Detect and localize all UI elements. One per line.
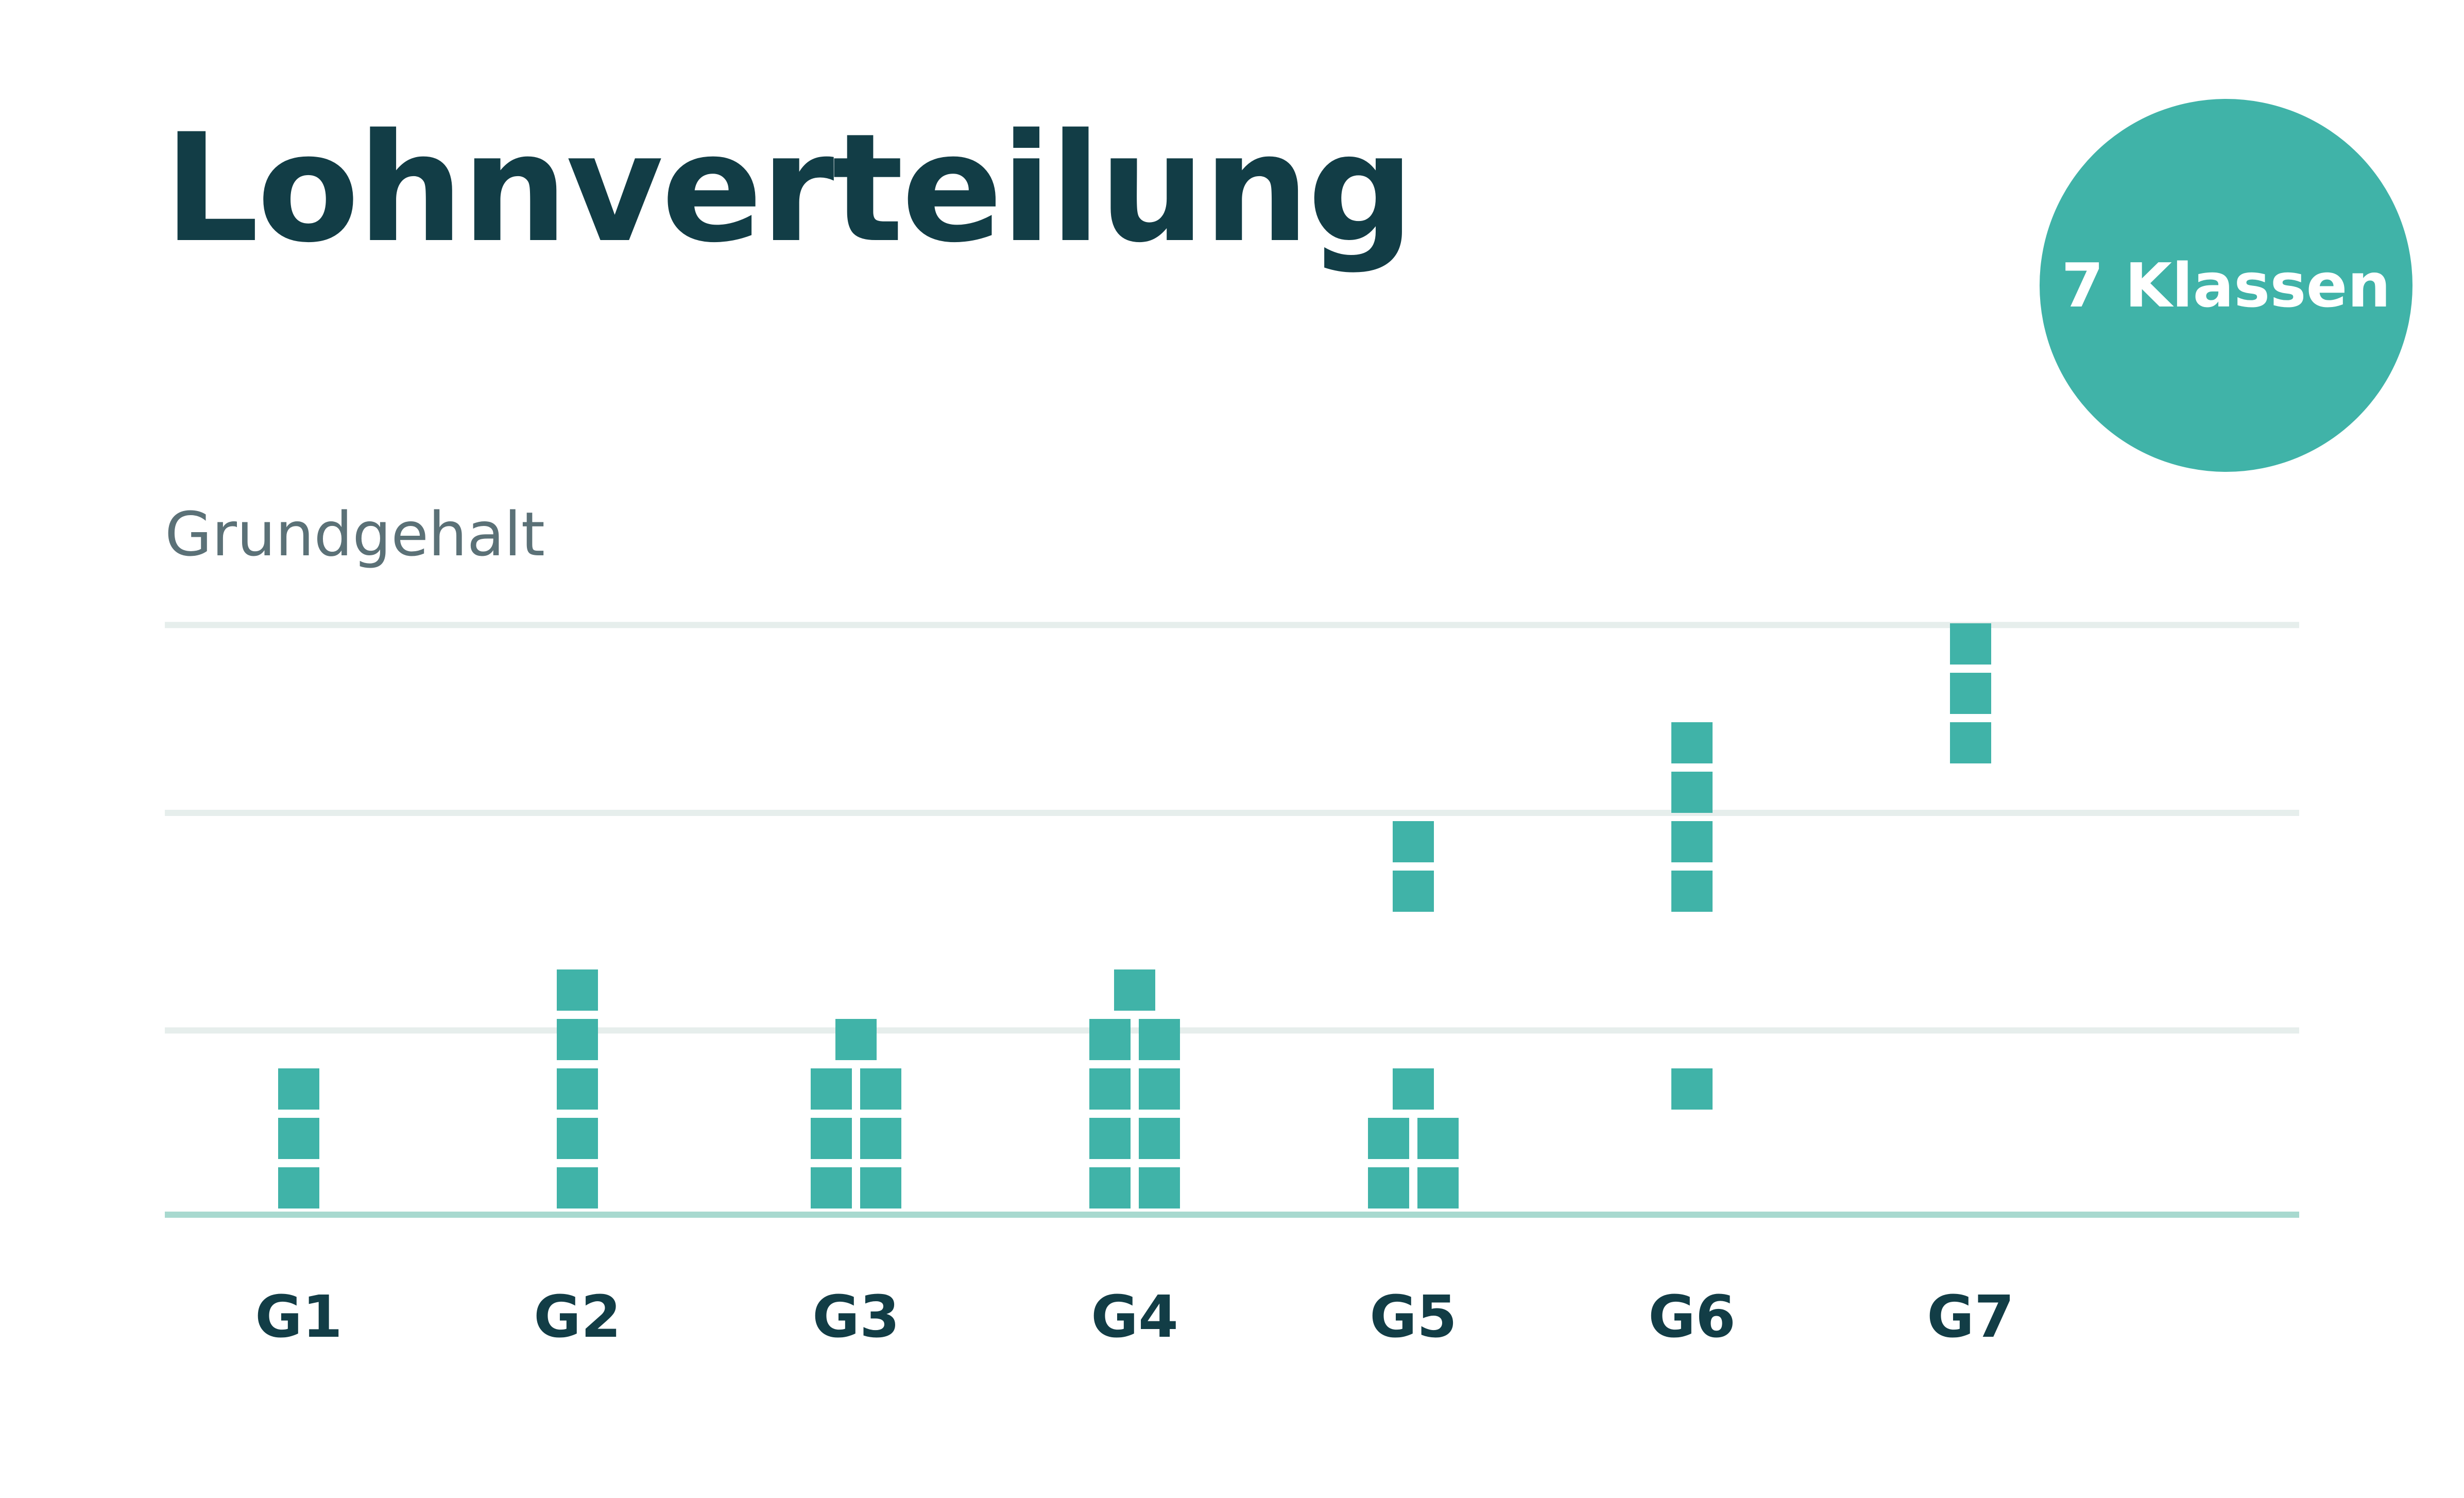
y-axis-label: Grundgehalt (165, 499, 545, 570)
salary-square (1393, 1068, 1434, 1110)
salary-square (557, 969, 598, 1011)
salary-square (557, 1068, 598, 1110)
category-g5-squares (1368, 821, 1459, 1208)
salary-square (1393, 821, 1434, 862)
x-axis-tick-labels: G1 G2 G3 G4 G5 G6 G7 (255, 1284, 2014, 1351)
gridlines (165, 622, 2299, 1034)
class-count-label: 7 Klassen (2061, 250, 2391, 321)
salary-square (557, 1019, 598, 1060)
salary-square (1950, 623, 1991, 665)
salary-square (1671, 722, 1713, 763)
category-g4-squares (1089, 969, 1180, 1208)
tick-label-g6: G6 (1648, 1284, 1736, 1351)
salary-square (557, 1167, 598, 1208)
category-g7-squares (1950, 623, 1991, 763)
salary-square (1089, 1118, 1131, 1159)
salary-square (860, 1118, 901, 1159)
salary-square (1417, 1118, 1459, 1159)
category-g1-squares (278, 1068, 319, 1208)
salary-square (1950, 673, 1991, 714)
salary-square (811, 1118, 852, 1159)
tick-label-g4: G4 (1091, 1284, 1178, 1351)
category-g2-squares (557, 969, 598, 1208)
salary-square (1089, 1019, 1131, 1060)
category-g6-squares (1671, 722, 1713, 1110)
tick-label-g5: G5 (1370, 1284, 1457, 1351)
class-count-badge: 7 Klassen (2040, 99, 2412, 472)
tick-label-g3: G3 (812, 1284, 900, 1351)
salary-square (1671, 821, 1713, 862)
salary-square (1089, 1167, 1131, 1208)
salary-square (1139, 1019, 1180, 1060)
chart-title: Lohnverteilung (164, 102, 1414, 276)
category-g3-squares (811, 1019, 901, 1208)
tick-label-g1: G1 (255, 1284, 343, 1351)
salary-square (1393, 871, 1434, 912)
salary-square (1139, 1167, 1180, 1208)
salary-square (278, 1118, 319, 1159)
salary-square (835, 1019, 877, 1060)
salary-square (1089, 1068, 1131, 1110)
salary-square (1368, 1118, 1409, 1159)
salary-square (860, 1068, 901, 1110)
salary-square (557, 1118, 598, 1159)
salary-square (278, 1068, 319, 1110)
salary-square (1671, 772, 1713, 813)
salary-square (1671, 871, 1713, 912)
salary-square (811, 1068, 852, 1110)
salary-square (1368, 1167, 1409, 1208)
salary-square (1671, 1068, 1713, 1110)
salary-square (1139, 1068, 1180, 1110)
salary-square (1417, 1167, 1459, 1208)
salary-squares (278, 623, 1991, 1208)
salary-square (278, 1167, 319, 1208)
salary-square (1139, 1118, 1180, 1159)
salary-square (1950, 722, 1991, 763)
tick-label-g7: G7 (1927, 1284, 2014, 1351)
salary-square (1114, 969, 1155, 1011)
salary-square (811, 1167, 852, 1208)
tick-label-g2: G2 (534, 1284, 621, 1351)
salary-square (860, 1167, 901, 1208)
